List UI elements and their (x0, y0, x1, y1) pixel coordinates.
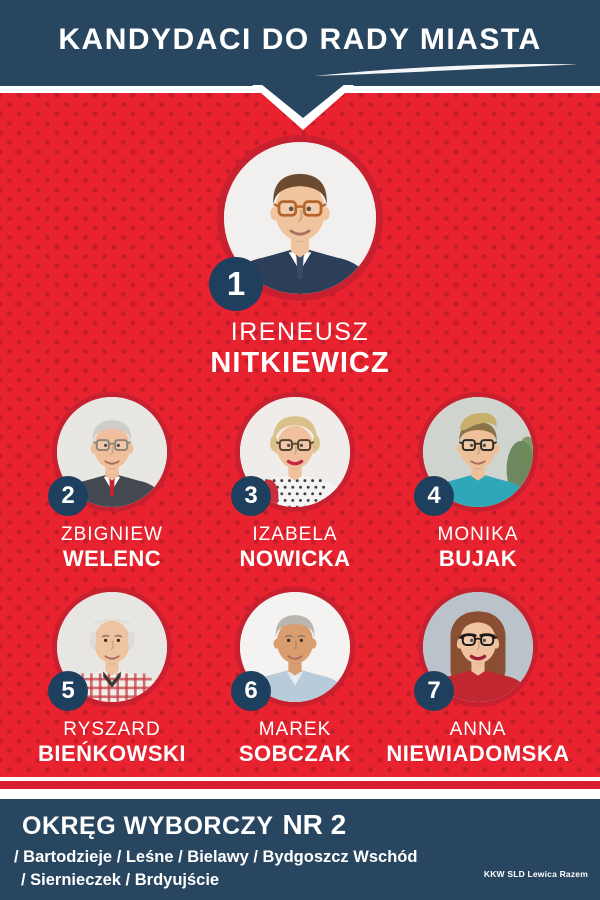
candidate-photo (52, 392, 172, 512)
candidate-photo (217, 135, 383, 301)
candidate-name: MONIKA BUJAK (383, 523, 573, 572)
candidate-number: 6 (244, 677, 258, 704)
candidate-last-name: WELENC (62, 546, 162, 571)
candidate-card: 7 ANNA NIEWIADOMSKA (383, 587, 573, 767)
candidate-number: 3 (244, 482, 258, 509)
district-label: OKRĘG WYBORCZY (22, 812, 274, 840)
candidate-number: 1 (226, 265, 246, 302)
candidate-card: 1 IRENEUSZ NITKIEWICZ (180, 135, 420, 380)
candidate-last-name: BIEŃKOWSKI (38, 741, 186, 766)
candidate-number-badge: 7 (414, 671, 454, 711)
district-list-line1: / Bartodzieje / Leśne / Bielawy / Bydgos… (14, 848, 418, 866)
committee-credit: KKW SLD Lewica Razem (483, 869, 588, 879)
candidate-first-name: IZABELA (252, 524, 338, 545)
candidate-card: 6 MAREK SOBCZAK (200, 587, 390, 767)
candidate-name: MAREK SOBCZAK (200, 718, 390, 767)
candidate-last-name: NOWICKA (239, 546, 351, 571)
candidate-last-name: SOBCZAK (238, 741, 352, 766)
district-list-line2: / Siernieczek / Brdyujście (21, 871, 220, 889)
footer-stripe-red (0, 781, 600, 789)
candidate-number-badge: 1 (209, 257, 263, 311)
candidate-number: 4 (427, 482, 441, 509)
poster-header: KANDYDACI DO RADY MIASTA (0, 0, 600, 86)
candidate-last-name: NITKIEWICZ (210, 347, 390, 379)
candidate-name: RYSZARD BIEŃKOWSKI (17, 718, 207, 767)
footer-stripe-white-1 (0, 777, 600, 781)
candidate-card: 3 IZABELA NOWICKA (200, 392, 390, 572)
poster-footer: OKRĘG WYBORCZY NR 2 / Bartodzieje / Leśne… (0, 799, 600, 900)
candidate-number: 7 (427, 677, 441, 704)
footer-stripe-white-2 (0, 789, 600, 799)
candidate-first-name: IRENEUSZ (230, 318, 370, 346)
candidate-name: IRENEUSZ NITKIEWICZ (180, 318, 420, 380)
candidate-number-badge: 6 (231, 671, 271, 711)
candidate-first-name: ANNA (449, 719, 507, 740)
candidate-number-badge: 3 (231, 476, 271, 516)
candidate-number-badge: 4 (414, 476, 454, 516)
district-list: / Bartodzieje / Leśne / Bielawy / Bydgos… (14, 846, 417, 892)
candidate-photo (418, 392, 538, 512)
candidate-card: 4 MONIKA BUJAK (383, 392, 573, 572)
candidate-name: ANNA NIEWIADOMSKA (383, 718, 573, 767)
candidate-first-name: MAREK (258, 719, 332, 740)
candidate-number-badge: 5 (48, 671, 88, 711)
candidate-name: ZBIGNIEW WELENC (17, 523, 207, 572)
poster-title: KANDYDACI DO RADY MIASTA (58, 23, 542, 56)
candidate-first-name: ZBIGNIEW (61, 524, 163, 545)
candidate-card: 2 ZBIGNIEW WELENC (17, 392, 207, 572)
candidate-number: 2 (61, 482, 75, 509)
candidate-avatar (224, 142, 376, 294)
candidate-last-name: NIEWIADOMSKA (386, 741, 570, 766)
district-title: OKRĘG WYBORCZY NR 2 (22, 809, 346, 841)
candidate-last-name: BUJAK (438, 546, 518, 571)
candidate-card: 5 RYSZARD BIEŃKOWSKI (17, 587, 207, 767)
candidate-first-name: RYSZARD (63, 719, 161, 740)
candidate-first-name: MONIKA (437, 524, 519, 545)
candidate-number-badge: 2 (48, 476, 88, 516)
candidate-name: IZABELA NOWICKA (200, 523, 390, 572)
header-divider-stripe (0, 86, 600, 93)
candidate-number: 5 (61, 677, 75, 704)
district-number: NR 2 (282, 809, 347, 840)
